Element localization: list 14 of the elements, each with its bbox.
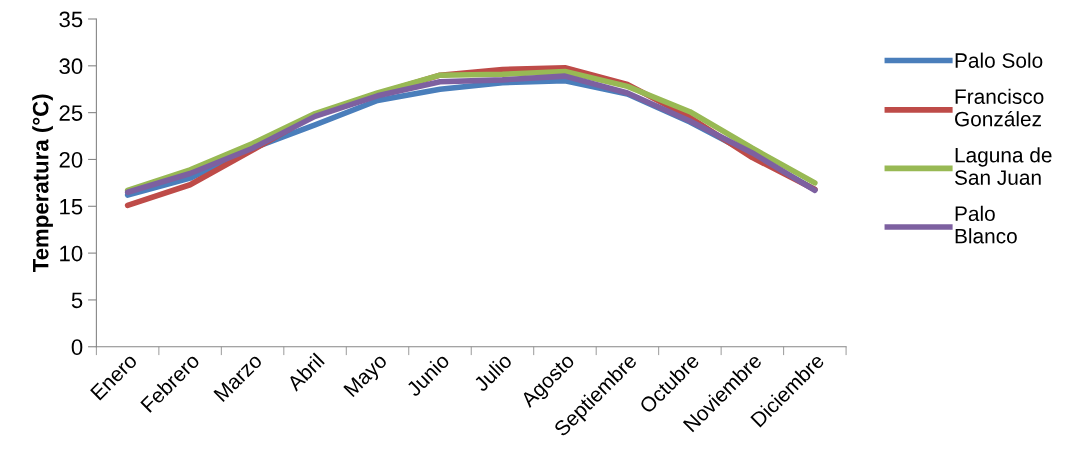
y-tick-label: 25 [59, 105, 83, 121]
y-tick-label: 35 [59, 11, 83, 28]
y-tick-label: 10 [60, 245, 83, 262]
legend-label: Laguna de San Juan [954, 147, 1052, 185]
legend-label: Francisco González [955, 88, 1044, 127]
legend-label: Palo Solo [955, 52, 1043, 68]
y-tick-label: 0 [71, 339, 83, 356]
legend-label: Palo Blanco [955, 205, 1017, 244]
y-tick-label: 15 [60, 199, 83, 215]
y-tick-label: 30 [59, 58, 83, 75]
x-tick-label: Julio [472, 352, 513, 393]
y-tick-label: 5 [71, 292, 83, 309]
y-tick-label: 20 [59, 152, 83, 168]
y-axis-title: Temperatura (°C) [32, 94, 53, 273]
